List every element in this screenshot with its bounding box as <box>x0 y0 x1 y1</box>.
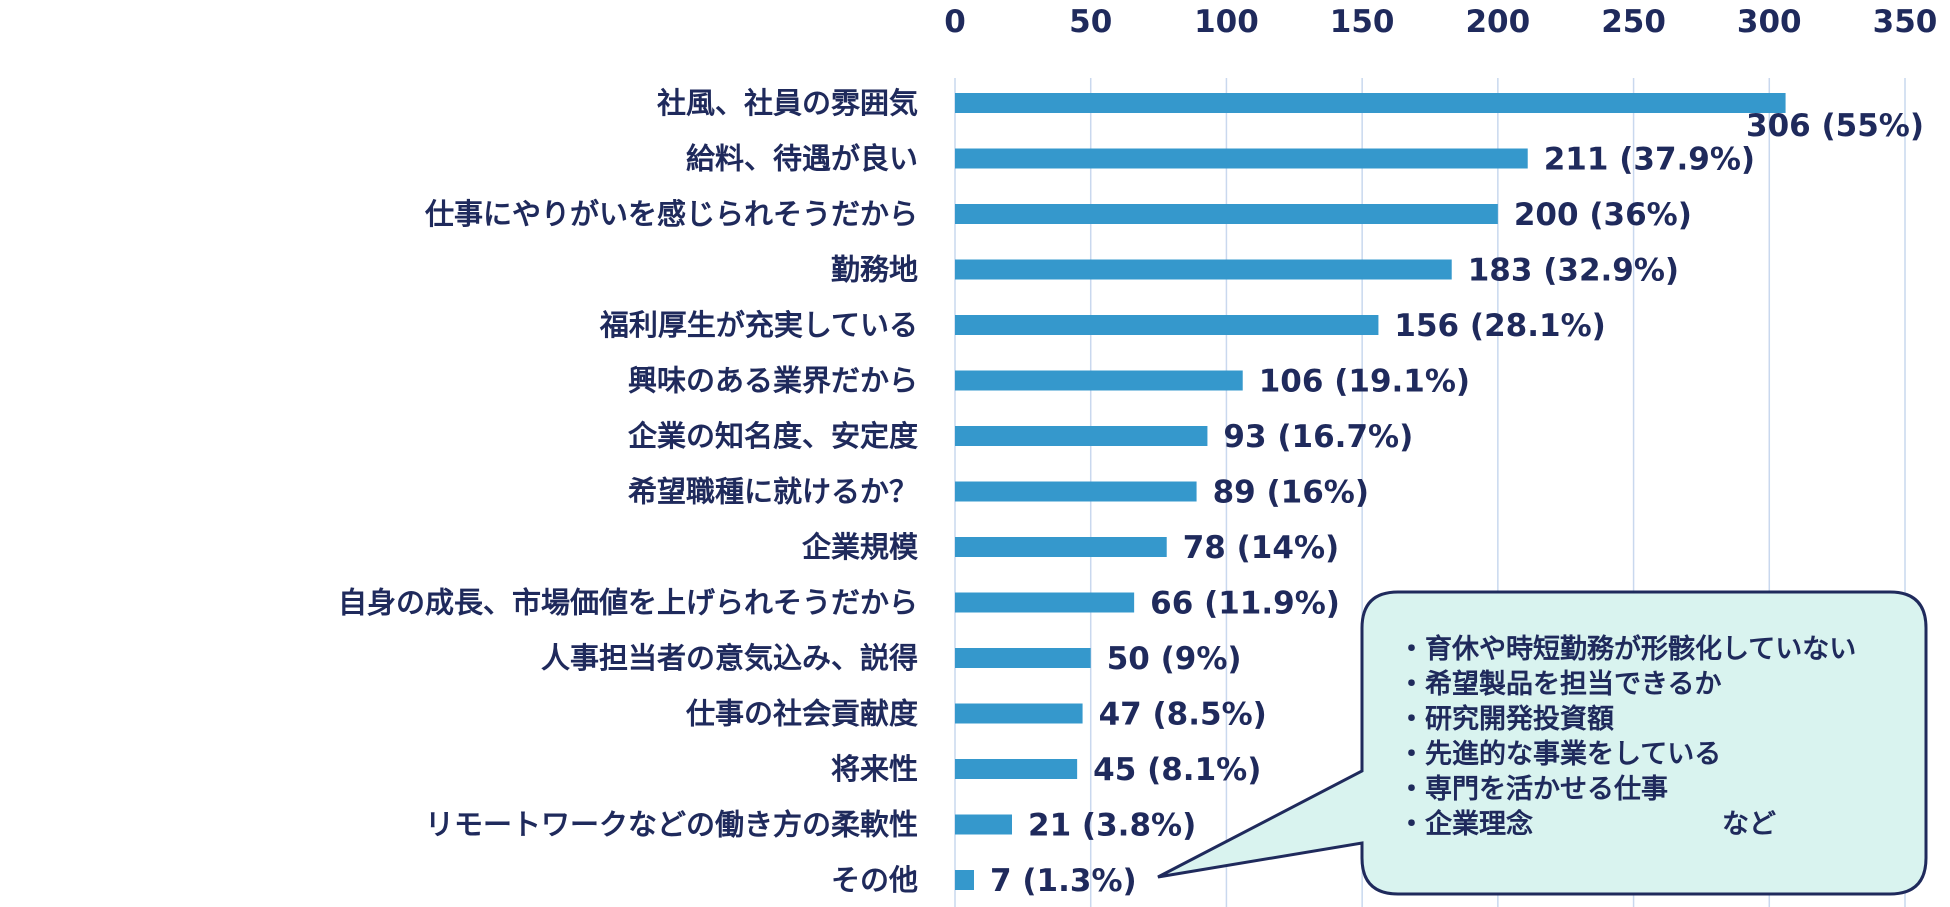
callout-bubble <box>1157 590 1928 896</box>
bar <box>955 204 1498 224</box>
bar <box>955 703 1083 724</box>
bar <box>955 481 1197 502</box>
bar <box>955 148 1528 169</box>
data-label: 211 (37.9%) <box>1544 142 1755 178</box>
bar <box>955 648 1091 668</box>
data-label: 106 (19.1%) <box>1259 364 1470 400</box>
category-label: その他 <box>831 863 918 897</box>
callout-line: ・先進的な事業をしている <box>1398 739 1722 770</box>
data-label: 47 (8.5%) <box>1099 697 1267 733</box>
data-labels: 306 (55%)211 (37.9%) 200 (36%) 183 (32.9%)… <box>990 108 1924 899</box>
data-label: 200 (36%) <box>1514 197 1692 233</box>
data-label: 89 (16%) <box>1213 475 1369 511</box>
category-labels: 社風、社員の雰囲気給料、待遇が良い仕事にやりがいを感じられそうだから勤務地福利厚… <box>338 86 919 897</box>
callout-line: ・希望製品を担当できるか <box>1398 669 1722 700</box>
data-label: 21 (3.8%) <box>1028 808 1196 844</box>
data-label: 66 (11.9%) <box>1150 586 1340 622</box>
bar <box>955 537 1167 557</box>
callout-line: ・研究開発投資額 <box>1398 704 1614 735</box>
data-label: 183 (32.9%) <box>1468 253 1679 289</box>
x-tick-label: 350 <box>1873 4 1938 40</box>
x-axis-ticks: 0 50 100 150 200 250 300 350 <box>944 4 1937 40</box>
bar <box>955 870 974 890</box>
category-label: リモートワークなどの働き方の柔軟性 <box>425 808 918 842</box>
data-label: 78 (14%) <box>1183 530 1339 566</box>
data-label: 7 (1.3%) <box>990 863 1137 899</box>
x-tick-label: 200 <box>1465 4 1530 40</box>
category-label: 給料、待遇が良い <box>686 142 918 176</box>
category-label: 人事担当者の意気込み、説得 <box>541 641 918 675</box>
category-label: 福利厚生が充実している <box>599 308 918 342</box>
callout-line: ・育休や時短勤務が形骸化していない <box>1398 634 1857 665</box>
bar <box>955 426 1208 446</box>
x-tick-label: 100 <box>1194 4 1259 40</box>
category-label: 興味のある業界だから <box>628 364 918 398</box>
data-label: 93 (16.7%) <box>1223 419 1413 455</box>
x-tick-label: 300 <box>1737 4 1802 40</box>
data-label: 156 (28.1%) <box>1394 308 1605 344</box>
callout-line: ・専門を活かせる仕事 <box>1398 774 1668 805</box>
data-label: 306 (55%) <box>1746 108 1924 144</box>
bar <box>955 315 1379 335</box>
bar <box>955 759 1078 779</box>
bar <box>955 814 1012 835</box>
category-label: 企業の知名度、安定度 <box>628 419 918 453</box>
category-label: 将来性 <box>831 752 918 786</box>
bars <box>955 93 1786 890</box>
callout-text: ・育休や時短勤務が形骸化していない ・希望製品を担当できるか ・研究開発投資額 … <box>1358 588 1926 890</box>
data-label: 50 (9%) <box>1107 641 1242 677</box>
category-label: 希望職種に就けるか？ <box>628 475 918 509</box>
bar <box>955 259 1452 280</box>
bar <box>955 592 1135 613</box>
category-label: 社風、社員の雰囲気 <box>657 86 918 120</box>
x-tick-label: 50 <box>1069 4 1112 40</box>
x-tick-label: 0 <box>944 4 966 40</box>
data-label: 45 (8.1%) <box>1093 752 1261 788</box>
category-label: 仕事の社会貢献度 <box>685 697 918 731</box>
bar <box>955 93 1786 113</box>
bar <box>955 370 1243 391</box>
callout-line: ・企業理念 など <box>1398 809 1776 840</box>
category-label: 仕事にやりがいを感じられそうだから <box>424 197 918 231</box>
category-label: 勤務地 <box>831 253 918 287</box>
category-label: 企業規模 <box>802 530 919 564</box>
x-tick-label: 250 <box>1601 4 1666 40</box>
x-tick-label: 150 <box>1330 4 1395 40</box>
category-label: 自身の成長、市場価値を上げられそうだから <box>338 586 918 620</box>
